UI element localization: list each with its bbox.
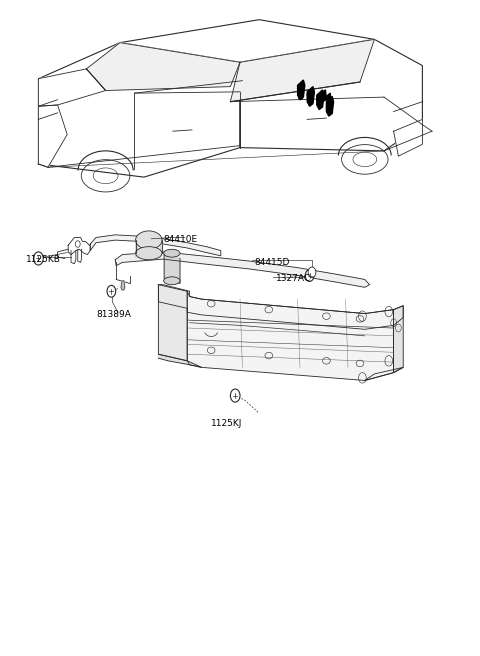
Polygon shape <box>120 20 374 62</box>
Polygon shape <box>78 249 82 262</box>
Ellipse shape <box>164 277 180 285</box>
Polygon shape <box>115 252 370 287</box>
Text: 1125KB: 1125KB <box>26 255 61 264</box>
Text: 1327AC: 1327AC <box>276 274 311 283</box>
Polygon shape <box>137 249 160 257</box>
Circle shape <box>34 252 43 265</box>
Polygon shape <box>68 237 90 255</box>
Polygon shape <box>158 354 202 367</box>
Polygon shape <box>90 235 221 256</box>
Circle shape <box>230 389 240 402</box>
Polygon shape <box>322 90 326 101</box>
Polygon shape <box>298 80 305 100</box>
Polygon shape <box>394 119 422 156</box>
Text: 84415D: 84415D <box>254 258 290 267</box>
Text: 1125KJ: 1125KJ <box>211 419 242 428</box>
Polygon shape <box>326 93 331 104</box>
Ellipse shape <box>164 249 180 257</box>
Polygon shape <box>121 281 125 290</box>
Polygon shape <box>394 306 403 373</box>
Polygon shape <box>187 291 394 380</box>
Polygon shape <box>158 285 403 329</box>
Polygon shape <box>164 253 180 283</box>
Ellipse shape <box>136 231 162 249</box>
Polygon shape <box>230 39 374 102</box>
Polygon shape <box>160 240 162 249</box>
Polygon shape <box>38 43 240 177</box>
Circle shape <box>305 270 314 281</box>
Polygon shape <box>240 39 422 151</box>
Circle shape <box>107 285 116 297</box>
Polygon shape <box>307 87 314 106</box>
Polygon shape <box>317 90 324 110</box>
Polygon shape <box>158 285 187 361</box>
Ellipse shape <box>136 247 162 260</box>
Polygon shape <box>38 69 106 106</box>
Circle shape <box>308 267 316 277</box>
Polygon shape <box>135 240 137 257</box>
Polygon shape <box>86 43 240 91</box>
Polygon shape <box>38 105 67 167</box>
Text: 81389A: 81389A <box>96 310 131 319</box>
Polygon shape <box>71 251 76 264</box>
Polygon shape <box>365 367 403 380</box>
Polygon shape <box>307 91 312 102</box>
Text: 84410E: 84410E <box>163 235 197 244</box>
Polygon shape <box>326 96 334 116</box>
Polygon shape <box>298 89 302 100</box>
Polygon shape <box>317 95 322 106</box>
